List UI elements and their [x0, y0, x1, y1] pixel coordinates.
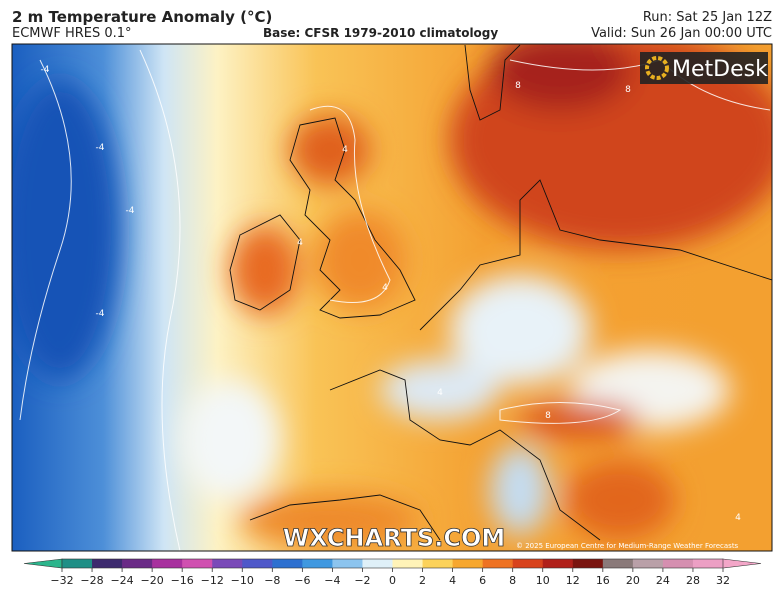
- contour-label: 4: [342, 145, 348, 155]
- colorbar-segment: [152, 559, 183, 568]
- colorbar-segment: [512, 559, 544, 568]
- colorbar-tick-label: 2: [419, 574, 426, 587]
- colorbar-tick-label: 24: [656, 574, 670, 587]
- contour-label: -4: [126, 206, 135, 216]
- colorbar-segment: [62, 559, 93, 568]
- colorbar-tick-label: −16: [171, 574, 194, 587]
- field: [12, 44, 772, 551]
- colorbar-tick-label: −4: [324, 574, 340, 587]
- colorbar-segment: [182, 559, 213, 568]
- colorbar-tick-label: −32: [50, 574, 73, 587]
- colorbar-segment: [302, 559, 333, 568]
- colorbar-tick-label: −10: [231, 574, 254, 587]
- logo-icon: [645, 56, 669, 80]
- contour-label: 4: [437, 388, 443, 398]
- colorbar-segment: [92, 559, 123, 568]
- colorbar-tick-label: 16: [596, 574, 610, 587]
- contour-label: 4: [297, 238, 303, 248]
- colorbar-tick-label: −8: [264, 574, 280, 587]
- colorbar-segment: [632, 559, 664, 568]
- valid: Valid: Sun 26 Jan 00:00 UTC: [591, 26, 772, 41]
- colorbar-tick-label: −2: [354, 574, 370, 587]
- colorbar-segment: [602, 559, 634, 568]
- colorbar-segment: [452, 559, 484, 568]
- coastlines: [229, 44, 772, 541]
- map-frame: [11, 43, 773, 552]
- colorbar-tick-label: 12: [566, 574, 580, 587]
- contour-label: 8: [625, 85, 631, 95]
- colorbar-tick-label: −12: [201, 574, 224, 587]
- colorbar-tick-label: 32: [716, 574, 730, 587]
- colorbar-segment: [392, 559, 424, 568]
- base: Base: CFSR 1979-2010 climatology: [263, 26, 499, 40]
- colorbar-segment: [542, 559, 574, 568]
- colorbar-tick-label: 0: [389, 574, 396, 587]
- contour-label: 8: [515, 81, 521, 91]
- colorbar-segment: [332, 559, 363, 568]
- colorbar-segment: [272, 559, 303, 568]
- colorbar-tick-label: −28: [80, 574, 103, 587]
- colorbar-tick-label: 8: [509, 574, 516, 587]
- colorbar-tick-label: 6: [479, 574, 486, 587]
- colorbar-tick-label: 10: [536, 574, 550, 587]
- logo: MetDesk: [672, 57, 768, 82]
- colorbar-tick-label: 4: [449, 574, 456, 587]
- contour-label: -4: [96, 143, 105, 153]
- contour-label: -4: [96, 309, 105, 319]
- run: Run: Sat 25 Jan 12Z: [642, 10, 772, 25]
- colorbar-segment: [242, 559, 273, 568]
- colorbar-segment: [662, 559, 694, 568]
- colorbar-segment: [692, 559, 724, 568]
- copyright: © 2025 European Centre for Medium-Range …: [516, 542, 739, 550]
- colorbar-segment: [212, 559, 243, 568]
- colorbar-tick-label: −20: [141, 574, 164, 587]
- colorbar-tick-label: 20: [626, 574, 640, 587]
- contour-labels: -4 -4 -4 -4 4 4 4 4 8 8 8 4: [41, 65, 742, 523]
- contours: [19, 49, 771, 551]
- colorbar-tick-label: −6: [294, 574, 310, 587]
- contour-label: 4: [735, 513, 741, 523]
- contour-label: 8: [545, 411, 551, 421]
- colorbar: −32 −28 −24 −20 −16 −12 −10 −8 −6 −4 −2 0 2 4 6 8 10 12 16…: [23, 558, 762, 587]
- title: 2 m Temperature Anomaly (°C): [12, 8, 273, 26]
- colorbar-segment: [572, 559, 604, 568]
- colorbar-high: [722, 558, 762, 569]
- model: ECMWF HRES 0.1°: [12, 26, 132, 41]
- colorbar-low: [23, 558, 63, 569]
- contour-label: 4: [382, 283, 388, 293]
- contour-label: -4: [41, 65, 50, 75]
- colorbar-segment: [422, 559, 454, 568]
- colorbar-tick-label: 28: [686, 574, 700, 587]
- colorbar-segment: [362, 559, 393, 568]
- colorbar-segment: [122, 559, 153, 568]
- watermark: WXCHARTS.COM: [283, 524, 505, 552]
- colorbar-tick-label: −24: [110, 574, 133, 587]
- colorbar-segment: [482, 559, 514, 568]
